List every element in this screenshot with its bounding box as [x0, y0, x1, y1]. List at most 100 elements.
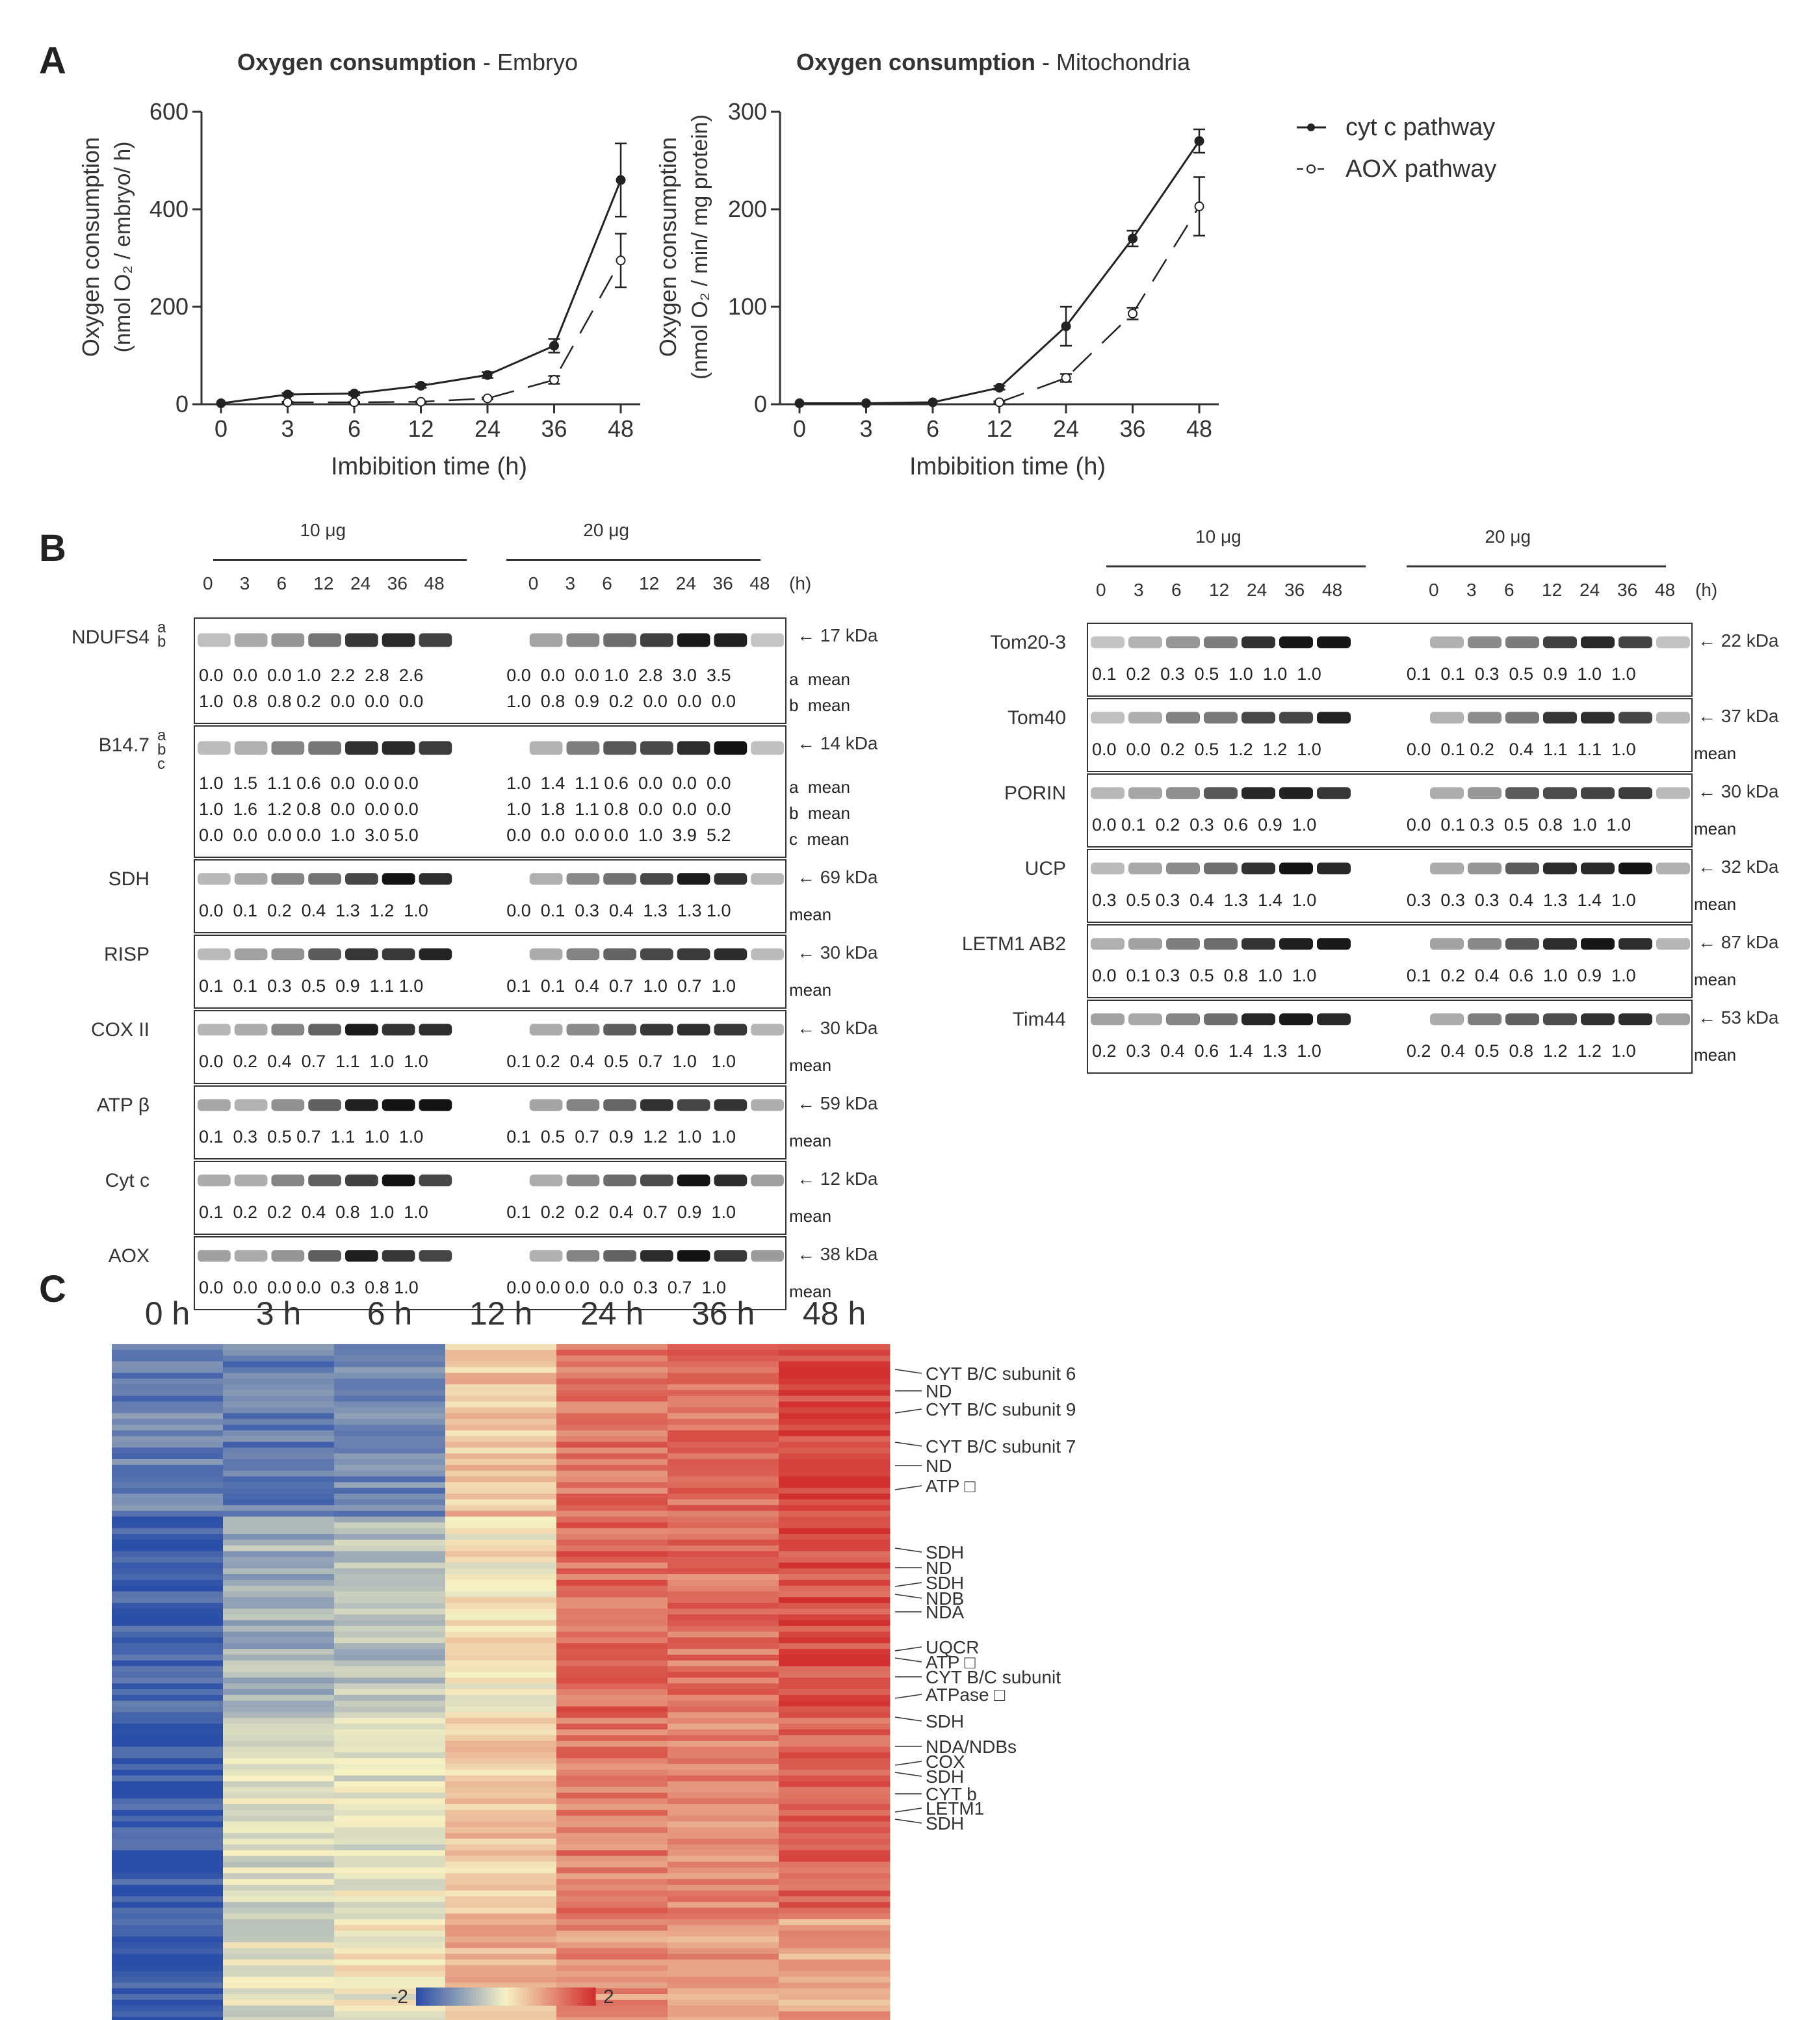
heatmap-cell [668, 1821, 779, 1828]
mean-tag: a mean [789, 777, 850, 797]
blot-atp- [194, 1085, 786, 1159]
heatmap-cell [668, 1436, 779, 1442]
heatmap-cell [445, 1494, 557, 1500]
blot-band [640, 1099, 673, 1111]
blot-band [382, 1099, 415, 1111]
blot-band [1317, 787, 1351, 799]
legend-cyt-marker [1307, 123, 1315, 131]
heatmap-cell [112, 1787, 224, 1793]
heatmap-cell [668, 2017, 779, 2020]
heatmap-cell [445, 1804, 557, 1811]
heatmap-row-label: SDH [926, 1711, 964, 1731]
heatmap-cell [334, 1643, 446, 1650]
kda-marker: ← 59 kDa [797, 1093, 878, 1113]
embryo-ytick-label: 0 [176, 391, 188, 417]
heatmap-cell [445, 1579, 557, 1586]
heatmap-cell [779, 1982, 890, 1989]
embryo-point-aox [616, 255, 626, 266]
blot-band [1204, 712, 1238, 724]
blot-image [198, 1099, 784, 1111]
heatmap-cell [334, 2017, 446, 2020]
blot-band [677, 873, 710, 885]
blot-image [198, 1174, 784, 1187]
heatmap-cell [445, 1827, 557, 1833]
chart-mito-title-rest: - Mitochondria [1035, 49, 1191, 75]
mito-point-cyt [1061, 321, 1071, 331]
blot-band [1279, 1013, 1313, 1026]
blot-label: NDUFS4 [71, 627, 150, 648]
heatmap-cell [556, 1349, 668, 1356]
blot-label: SDH [108, 868, 150, 890]
blot-band [1128, 1013, 1162, 1026]
heatmap-cell [445, 1562, 557, 1569]
heatmap-cell [223, 1902, 335, 1908]
blot-band [234, 633, 268, 647]
mito-point-cyt [928, 397, 938, 408]
heatmap-cell [223, 1689, 335, 1696]
heatmap-cell [112, 1827, 224, 1833]
heatmap-cell [779, 1833, 890, 1839]
blot-band [1091, 938, 1124, 950]
blot-band [566, 1099, 600, 1111]
heatmap-cell [445, 1724, 557, 1730]
heatmap-cell [112, 1453, 224, 1460]
heatmap-cell [112, 1579, 224, 1586]
heatmap-cell [668, 1741, 779, 1747]
heatmap-cell [445, 1781, 557, 1787]
blot-image [198, 633, 784, 647]
chart-embryo-title-bold: Oxygen consumption [237, 49, 476, 75]
blot-band [1581, 787, 1615, 799]
blot-band [1166, 787, 1200, 799]
heatmap-cell [779, 1735, 890, 1742]
heatmap-cell [445, 1574, 557, 1581]
heatmap-cell [334, 1994, 446, 2001]
mito-point-aox [1128, 309, 1138, 318]
heatmap-column-label: 0 h [145, 1295, 190, 1332]
heatmap-cell [445, 1919, 557, 1926]
heatmap-cell [779, 1919, 890, 1926]
heatmap-cell [445, 1476, 557, 1483]
colorbar-segment [553, 1988, 557, 2006]
heatmap-cell [779, 1988, 890, 1995]
heatmap-cell [223, 1942, 335, 1949]
colorbar-segment [508, 1988, 512, 2006]
heatmap-cell [556, 1660, 668, 1667]
heatmap-cell [223, 1488, 335, 1494]
heatmap-cell [779, 1924, 890, 1932]
heatmap-cell [556, 1902, 668, 1908]
heatmap-cell [223, 1775, 335, 1782]
densitometry-right: 0.1 0.2 0.4 0.5 0.7 1.0 1.0 [506, 1052, 736, 1071]
blot-band [382, 633, 415, 647]
heatmap-cell [445, 1971, 557, 1977]
heatmap-cell [668, 1373, 779, 1379]
heatmap-cell [779, 1603, 890, 1609]
blot-band [271, 948, 305, 961]
heatmap-cell [556, 1798, 668, 1805]
colorbar-segment [497, 1988, 500, 2006]
blot-band [603, 1250, 636, 1262]
blot-band [1091, 787, 1124, 799]
embryo-point-cyt [549, 341, 559, 351]
heatmap-cell [334, 1539, 446, 1546]
heatmap-cell [556, 1505, 668, 1512]
heatmap-cell [334, 1401, 446, 1408]
heatmap-cell [223, 1436, 335, 1442]
heatmap-cell [112, 1752, 224, 1759]
heatmap-cell [779, 1562, 890, 1569]
heatmap-cell [112, 1494, 224, 1500]
mito-series-cyt-line [800, 140, 1201, 404]
heatmap-cell [223, 1361, 335, 1367]
blot-band [751, 948, 784, 961]
colorbar-segment [536, 1988, 540, 2006]
band-sub-label: a [157, 619, 166, 636]
heatmap-cell [112, 1539, 224, 1546]
heatmap-cell [112, 1741, 224, 1747]
heatmap-cell [779, 1539, 890, 1546]
heatmap-cell [112, 1522, 224, 1529]
heatmap-cell [668, 1769, 779, 1776]
heatmap-cell [334, 1781, 446, 1787]
heatmap-cell [334, 1700, 446, 1707]
blot-band [308, 873, 341, 885]
heatmap-cell [668, 1424, 779, 1431]
heatmap-cell [112, 1976, 224, 1983]
